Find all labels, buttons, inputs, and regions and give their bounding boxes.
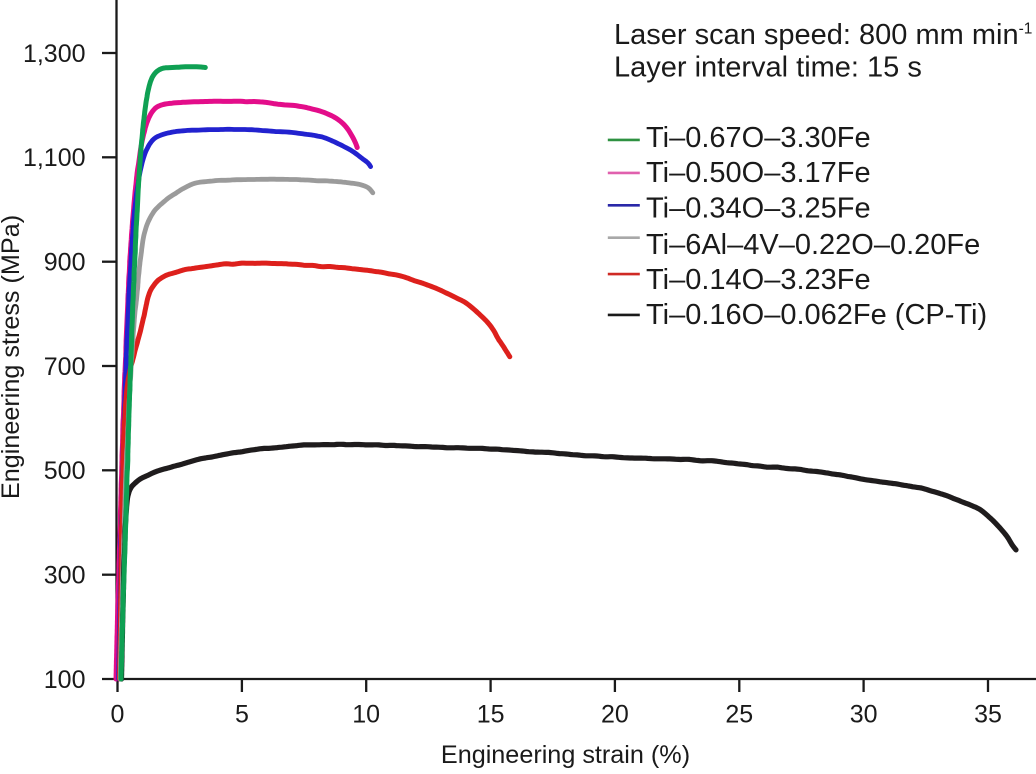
svg-text:5: 5 xyxy=(235,701,249,729)
svg-text:100: 100 xyxy=(44,666,86,694)
svg-text:Ti–0.14O–3.23Fe: Ti–0.14O–3.23Fe xyxy=(646,264,871,296)
svg-text:Engineering strain (%): Engineering strain (%) xyxy=(441,741,690,769)
svg-text:Ti–6Al–4V–0.22O–0.20Fe: Ti–6Al–4V–0.22O–0.20Fe xyxy=(646,229,980,261)
svg-text:Laser scan speed: 800 mm min-1: Laser scan speed: 800 mm min-1 xyxy=(614,19,1032,51)
svg-text:30: 30 xyxy=(850,701,878,729)
svg-text:900: 900 xyxy=(44,249,86,277)
svg-text:Ti–0.16O–0.062Fe (CP-Ti): Ti–0.16O–0.062Fe (CP-Ti) xyxy=(646,299,987,331)
svg-text:Ti–0.50O–3.17Fe: Ti–0.50O–3.17Fe xyxy=(646,157,871,189)
svg-text:Engineering stress (MPa): Engineering stress (MPa) xyxy=(0,215,25,499)
svg-text:20: 20 xyxy=(601,701,629,729)
svg-text:25: 25 xyxy=(725,701,753,729)
svg-text:10: 10 xyxy=(352,701,380,729)
svg-text:300: 300 xyxy=(44,562,86,590)
svg-text:15: 15 xyxy=(477,701,505,729)
svg-text:Ti–0.67O–3.30Fe: Ti–0.67O–3.30Fe xyxy=(646,122,871,154)
svg-text:1,300: 1,300 xyxy=(23,40,86,68)
svg-text:700: 700 xyxy=(44,353,86,381)
svg-text:0: 0 xyxy=(111,701,125,729)
svg-text:Ti–0.34O–3.25Fe: Ti–0.34O–3.25Fe xyxy=(646,192,871,224)
svg-text:35: 35 xyxy=(974,701,1002,729)
svg-text:500: 500 xyxy=(44,457,86,485)
svg-text:Layer interval time: 15 s: Layer interval time: 15 s xyxy=(614,52,922,84)
svg-text:1,100: 1,100 xyxy=(23,144,86,172)
